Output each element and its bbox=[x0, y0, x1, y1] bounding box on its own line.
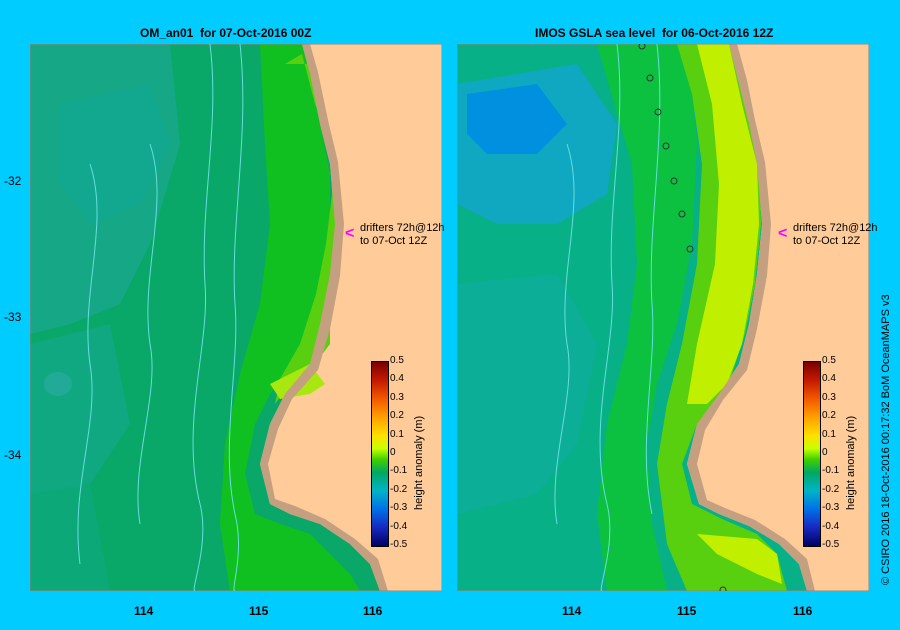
y-tick-label: -33 bbox=[4, 310, 22, 324]
colorbar-tick-label: 0.1 bbox=[390, 428, 404, 440]
right-map-svg bbox=[457, 44, 869, 591]
colorbar-tick-label: -0.2 bbox=[390, 483, 408, 495]
colorbar-tick-label: -0.5 bbox=[390, 539, 408, 550]
left-map-svg bbox=[30, 44, 442, 591]
coastal-yellow bbox=[687, 44, 759, 404]
colorbar-tick-label: -0.3 bbox=[822, 502, 840, 514]
shelf-green bbox=[597, 44, 697, 591]
left-drifter-note: drifters 72h@12h to 07-Oct 12Z bbox=[360, 222, 445, 248]
colorbar-tick-label: -0.2 bbox=[822, 483, 840, 495]
colorbar-right bbox=[803, 361, 821, 547]
colorbar-tick-label: -0.4 bbox=[390, 520, 408, 532]
x-tick-label: 114 bbox=[134, 604, 154, 618]
colorbar-tick-label: -0.4 bbox=[822, 520, 840, 532]
y-tick-label: -32 bbox=[4, 174, 22, 188]
shelf-green bbox=[220, 44, 360, 591]
credit-text: © CSIRO 2016 18-Oct-2016 00:17:32 BoM Oc… bbox=[880, 294, 892, 585]
ocean-teal-eddy bbox=[60, 84, 170, 224]
coast-strip bbox=[687, 44, 815, 591]
drifter-line-2: to 07-Oct 12Z bbox=[793, 235, 861, 247]
right-drifter-note: drifters 72h@12h to 07-Oct 12Z bbox=[793, 222, 878, 248]
colorbar-tick-label: 0.3 bbox=[822, 391, 836, 403]
colorbar-tick-label: 0.2 bbox=[390, 410, 404, 422]
ocean-teal-mid bbox=[30, 324, 130, 494]
ocean-teal-mid bbox=[457, 274, 597, 514]
colorbar-tick-label: -0.1 bbox=[390, 465, 408, 477]
right-map-panel bbox=[457, 44, 869, 591]
drifter-line-1: drifters 72h@12h bbox=[793, 222, 878, 234]
drifter-arrow-icon: < bbox=[778, 225, 788, 242]
x-tick-label: 115 bbox=[677, 604, 697, 618]
colorbar-tick-label: 0.4 bbox=[822, 373, 836, 385]
colorbar-tick-label: -0.3 bbox=[390, 502, 408, 514]
drifter-line-2: to 07-Oct 12Z bbox=[360, 235, 428, 247]
drifter-line-1: drifters 72h@12h bbox=[360, 222, 445, 234]
x-tick-label: 116 bbox=[793, 604, 813, 618]
bathymetry-contours bbox=[554, 44, 661, 591]
drifter-track-dots bbox=[638, 44, 727, 591]
ocean-teal-south bbox=[30, 484, 110, 591]
right-panel-title: IMOS GSLA sea level for 06-Oct-2016 12Z bbox=[535, 26, 774, 40]
south-coastal-yellow bbox=[697, 534, 782, 584]
colorbar-tick-label: 0.5 bbox=[390, 355, 404, 366]
x-tick-label: 115 bbox=[249, 604, 269, 618]
x-tick-label: 116 bbox=[363, 604, 383, 618]
colorbar-tick-label: 0.1 bbox=[822, 428, 836, 440]
coast-strip bbox=[260, 44, 388, 591]
y-tick-label: -34 bbox=[4, 448, 22, 462]
colorbar-left bbox=[371, 361, 389, 547]
colorbar-tick-label: 0.2 bbox=[822, 410, 836, 422]
colorbar-tick-label: -0.5 bbox=[822, 539, 840, 550]
colorbar-tick-label: 0.3 bbox=[390, 391, 404, 403]
drifter-arrow-icon: < bbox=[345, 225, 355, 242]
bathymetry-contours bbox=[77, 44, 244, 591]
colorbar-label: height anomaly (m) bbox=[845, 415, 857, 510]
colorbar-tick-label: -0.1 bbox=[822, 465, 840, 477]
colorbar-tick-label: 0.5 bbox=[822, 355, 836, 366]
left-panel-title: OM_an01 for 07-Oct-2016 00Z bbox=[140, 26, 312, 40]
colorbar-tick-label: 0 bbox=[390, 447, 396, 458]
left-map-panel bbox=[30, 44, 442, 591]
colorbar-label: height anomaly (m) bbox=[413, 415, 425, 510]
ocean-blue-eddy bbox=[467, 84, 567, 154]
x-tick-label: 114 bbox=[562, 604, 582, 618]
ocean-eddy-small bbox=[44, 372, 72, 396]
colorbar-tick-label: 0.4 bbox=[390, 373, 404, 385]
colorbar-tick-label: 0 bbox=[822, 447, 828, 458]
